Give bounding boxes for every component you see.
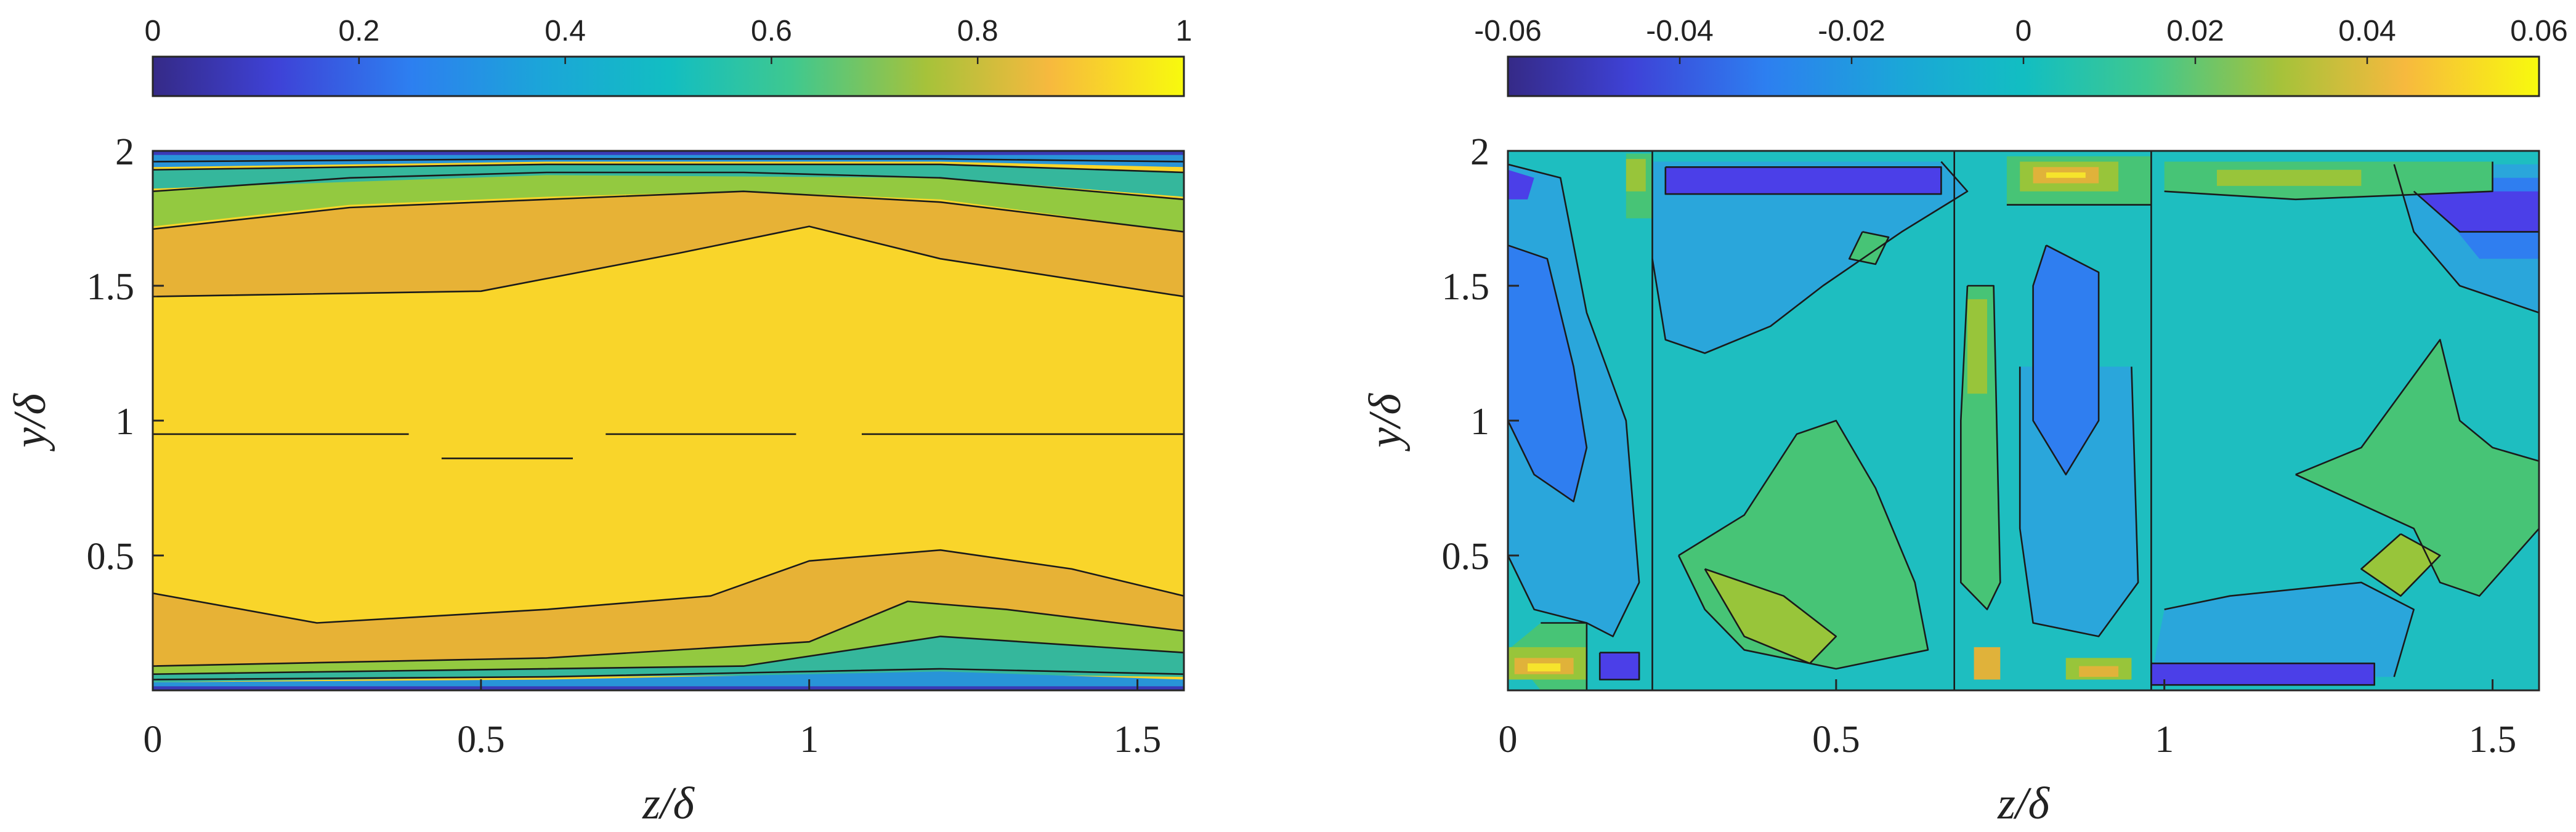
contour-fill-band-35 <box>1528 663 1561 672</box>
y-tick-label: 0.5 <box>1442 536 1490 578</box>
contour-fill-band-29 <box>1626 159 1646 192</box>
contour-line-5 <box>153 158 1184 163</box>
colorbar-tick-label: 0.4 <box>545 15 586 47</box>
contour-line-17 <box>1704 568 1837 664</box>
contour-panel-2: 0 0.5 1 1.5 0.5 1 1.5 2 z/δ y/δ -0.06 -0.04 -0.02 0 0.… <box>1360 15 2568 829</box>
y-tick-label: 1 <box>1470 401 1489 443</box>
colorbar-tick-label: 0.2 <box>338 15 379 47</box>
contour-fill-band-14 <box>1600 652 1640 680</box>
contour-fill-band-13 <box>1508 169 1534 200</box>
contour-line-2 <box>153 190 1184 233</box>
contour-line-10 <box>2032 244 2100 475</box>
x-tick-label: 0 <box>144 719 163 761</box>
contour-fill-band-7 <box>1508 245 1587 502</box>
colorbar-tick-label: 0.02 <box>2166 15 2224 47</box>
contour-line-24 <box>2413 190 2539 233</box>
contour-line-16 <box>2150 662 2375 686</box>
colorbar-tick-label: 1 <box>1176 15 1193 47</box>
colorbar-tick-label: -0.06 <box>1474 15 1541 47</box>
contour-line-21 <box>1848 231 1890 265</box>
contour-fill-band-10 <box>153 686 1184 690</box>
contour-fill-band-3 <box>153 191 1184 297</box>
contour-fill-band-30 <box>1967 299 1987 394</box>
x-tick-label: 0 <box>1499 719 1518 761</box>
contour-fill-band-24 <box>2361 534 2440 596</box>
contour-line-14 <box>1960 285 2001 610</box>
colorbar-tick-label: -0.04 <box>1646 15 1713 47</box>
contour-panel-1: 0 0.5 1 1.5 0.5 1 1.5 2 z/δ y/δ 0 0.2 0.4 0.6 0.8 1 <box>5 15 1192 829</box>
contour-fill-band-3 <box>1652 161 1967 353</box>
x-axis-label: z/δ <box>1997 778 2050 829</box>
contour-fill-band-23 <box>1704 568 1836 664</box>
contour-fill-band-1 <box>153 167 1184 677</box>
x-tick-label: 1.5 <box>2469 719 2517 761</box>
contour-fill-band-11 <box>153 151 1184 155</box>
x-tick-label: 1 <box>2155 719 2174 761</box>
contour-line-13 <box>2295 339 2539 475</box>
colorbar-tick-label: 0.8 <box>957 15 998 47</box>
contour-line-15 <box>1664 166 1942 195</box>
x-tick-label: 0.5 <box>457 719 505 761</box>
x-tick-label: 1 <box>800 719 819 761</box>
contour-line-9 <box>1508 244 1588 503</box>
contour-line-9 <box>153 668 1184 681</box>
colorbar-tick-label: 0 <box>2015 15 2032 47</box>
contour-fill-band-34 <box>2079 666 2119 677</box>
contour-line-3 <box>153 171 1184 201</box>
contour-line-1 <box>153 225 1184 297</box>
contour-line-11 <box>1677 419 1929 670</box>
y-axis-label: y/δ <box>1360 393 1411 452</box>
contour-line-4 <box>1508 163 1640 637</box>
contour-line-7 <box>2164 581 2415 677</box>
colorbar-tick-label: -0.02 <box>1818 15 1885 47</box>
y-tick-label: 2 <box>1470 131 1489 173</box>
x-axis-label: z/δ <box>642 778 695 829</box>
x-tick-label: 0.5 <box>1812 719 1860 761</box>
contour-fill-band-36 <box>2046 172 2086 178</box>
contour-fill-band-10 <box>1665 167 1942 195</box>
contour-line-4 <box>153 163 1184 174</box>
contour-fill-band-5 <box>153 172 1184 232</box>
plot-area <box>153 151 1184 690</box>
y-tick-label: 1 <box>115 401 134 443</box>
colorbar-tick-label: 0.04 <box>2338 15 2396 47</box>
contour-line-18 <box>2360 533 2441 597</box>
contour-line-7 <box>153 600 1184 667</box>
contour-fill-band-5 <box>2151 582 2414 677</box>
y-tick-label: 2 <box>115 131 134 173</box>
contour-line-12 <box>2295 474 2539 597</box>
colorbar-tick-label: 0.06 <box>2510 15 2567 47</box>
contour-line-5 <box>1651 161 1969 354</box>
contour-fill-band-12 <box>2413 191 2539 232</box>
contour-fill-band-11 <box>2151 663 2375 685</box>
colorbar-tick-label: 0.6 <box>751 15 792 47</box>
colorbar-tick-label: 0 <box>145 15 161 47</box>
contour-line-19 <box>2164 161 2493 201</box>
y-axis-label: y/δ <box>5 393 55 452</box>
contour-line-22 <box>1541 622 1588 690</box>
contour-line-8 <box>153 636 1184 675</box>
y-tick-label: 0.5 <box>87 536 135 578</box>
contour-fill-band-8 <box>2033 245 2099 475</box>
contour-line-6 <box>2019 366 2139 637</box>
contour-fill-band-7 <box>153 164 1184 197</box>
y-tick-label: 1.5 <box>1442 266 1490 308</box>
contour-fill-band-33 <box>1974 647 2001 680</box>
colorbar <box>152 55 1185 97</box>
contour-fill-band-27 <box>2217 169 2362 186</box>
y-tick-label: 1.5 <box>87 266 135 308</box>
contour-line-6 <box>153 549 1184 624</box>
contour-line-23 <box>1598 652 1640 681</box>
x-tick-label: 1.5 <box>1114 719 1162 761</box>
contour-fill-band-16 <box>2295 339 2539 596</box>
plot-area <box>1508 151 2539 690</box>
contour-line-8 <box>2393 164 2539 314</box>
contour-fill-band-8 <box>153 671 1184 690</box>
